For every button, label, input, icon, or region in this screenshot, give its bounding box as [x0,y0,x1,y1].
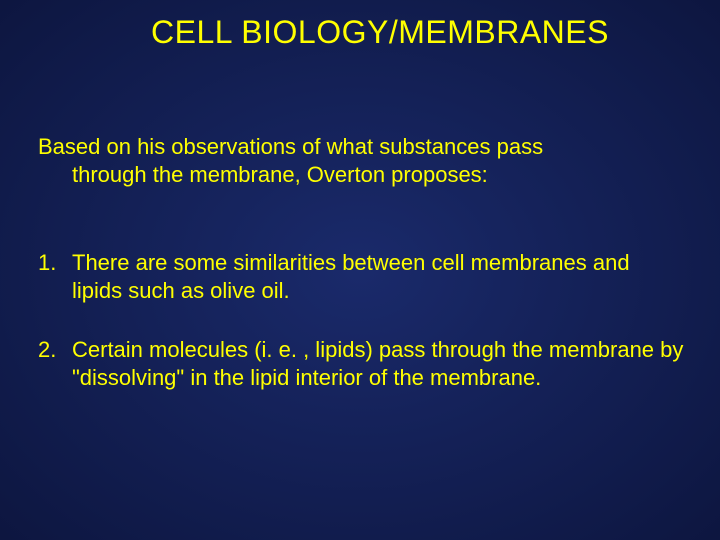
slide-title: CELL BIOLOGY/MEMBRANES [36,14,684,51]
slide: CELL BIOLOGY/MEMBRANES Based on his obse… [0,0,720,540]
intro-line-2: through the membrane, Overton proposes: [38,161,684,189]
list-item-number: 2. [38,336,72,392]
list-item-number: 1. [38,249,72,305]
numbered-list: 1. There are some similarities between c… [36,249,684,392]
list-item-text: There are some similarities between cell… [72,249,684,305]
intro-paragraph: Based on his observations of what substa… [36,133,684,189]
list-item-text: Certain molecules (i. e. , lipids) pass … [72,336,684,392]
intro-line-1: Based on his observations of what substa… [38,134,543,159]
list-item: 1. There are some similarities between c… [38,249,684,305]
list-item: 2. Certain molecules (i. e. , lipids) pa… [38,336,684,392]
